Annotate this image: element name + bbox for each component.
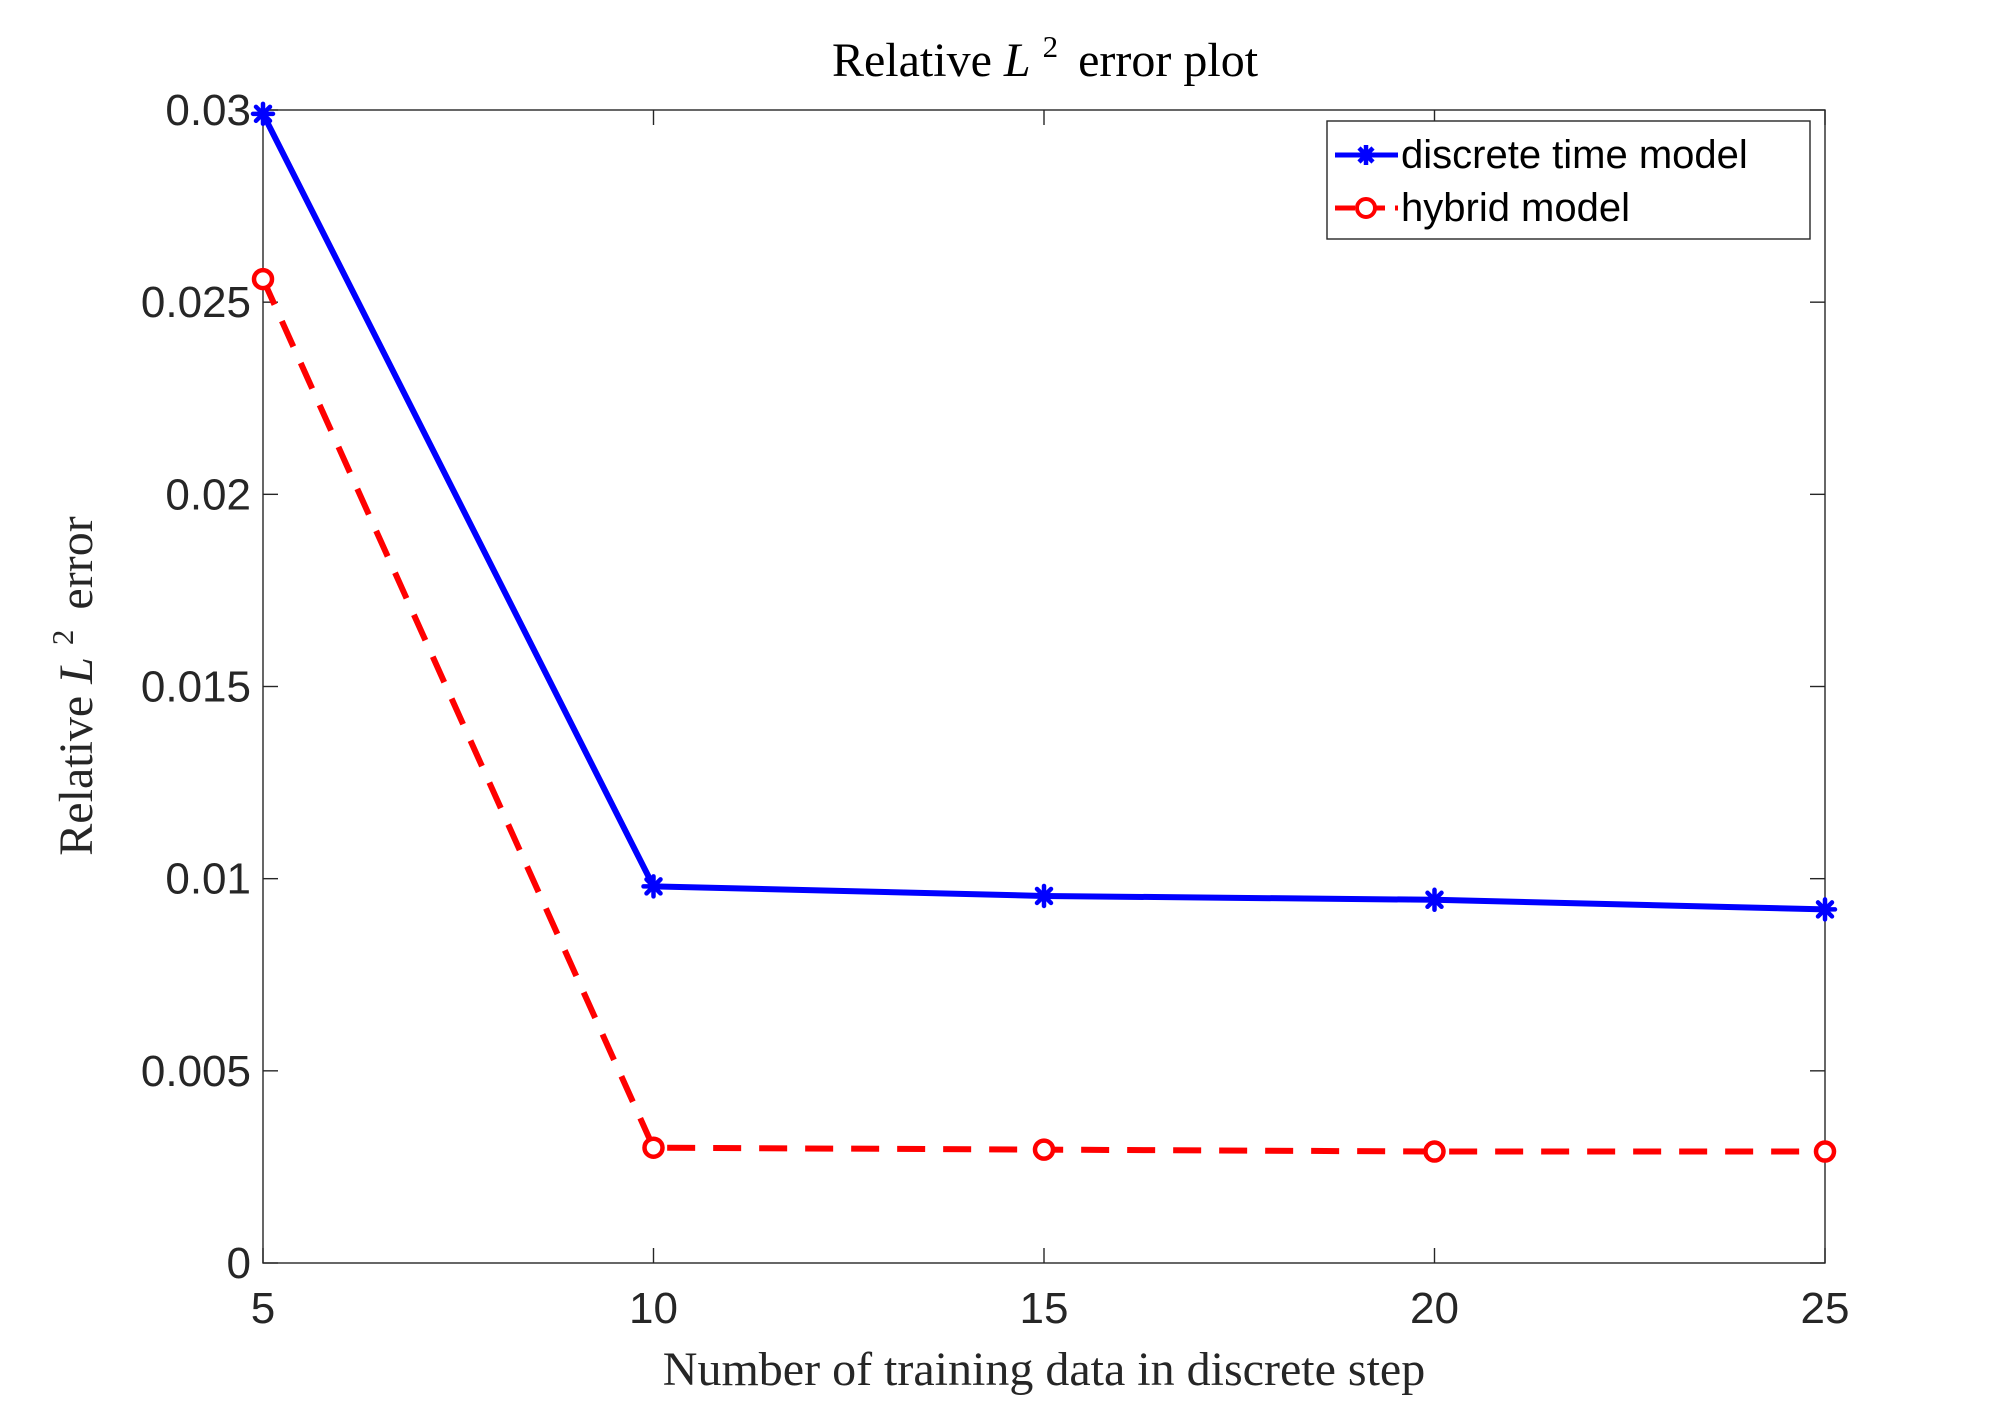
legend-marker-discrete-time-model	[1356, 145, 1376, 165]
chart-title-suffix: error plot	[1078, 34, 1259, 87]
y-axis-label-suffix: error	[50, 516, 103, 609]
y-tick-label-0-015: 0.015	[141, 663, 251, 712]
legend-label-discrete-time-model: discrete time model	[1401, 133, 1748, 177]
data-point-discrete-time-model-25	[1812, 897, 1838, 922]
data-point-discrete-time-model-5	[250, 101, 276, 127]
y-tick-label-0-02: 0.02	[165, 470, 251, 519]
y-axis-label-symbol: L	[50, 657, 103, 685]
data-point-hybrid-model-20	[1423, 1140, 1446, 1163]
y-tick-label-0-01: 0.01	[165, 855, 251, 904]
x-tick-label-10: 10	[629, 1284, 678, 1333]
data-point-discrete-time-model-20	[1422, 887, 1447, 913]
y-axis-label: Relative L 2 error	[31, 516, 103, 855]
y-tick-label-0: 0	[227, 1239, 251, 1288]
x-axis-label: Number of training data in discrete step	[663, 1343, 1425, 1396]
y-tick-label-0-025: 0.025	[141, 278, 251, 327]
y-axis-label-superscript: 2	[45, 630, 80, 646]
series-layer	[250, 101, 1838, 1163]
y-axis-label-prefix: Relative	[50, 696, 103, 856]
series-discrete-time-model	[250, 101, 1838, 922]
x-tick-label-25: 25	[1801, 1284, 1850, 1333]
legend: discrete time model hybrid model	[1326, 120, 1811, 240]
data-point-discrete-time-model-15	[1031, 883, 1057, 909]
data-point-discrete-time-model-10	[641, 874, 666, 899]
chart-title-symbol: L	[1003, 34, 1031, 87]
legend-item-hybrid-model: hybrid model	[1335, 186, 1630, 230]
x-tick-label-15: 15	[1020, 1284, 1069, 1333]
data-point-hybrid-model-25	[1813, 1140, 1837, 1163]
chart-title: Relative L 2 error plot	[832, 15, 1259, 87]
plot-area	[262, 109, 1826, 1264]
x-tick-label-5: 5	[251, 1284, 275, 1333]
chart-title-prefix: Relative	[832, 34, 992, 87]
x-axis-ticks: 5 10 15 20 25	[251, 110, 1850, 1333]
data-point-hybrid-model-10	[642, 1136, 665, 1159]
y-axis-ticks: 0 0.005 0.01 0.015 0.02 0.025 0.03	[141, 86, 1825, 1288]
legend-box	[1326, 120, 1811, 240]
data-point-hybrid-model-15	[1032, 1138, 1056, 1161]
data-point-hybrid-model-5	[251, 267, 275, 291]
y-tick-label-0-03: 0.03	[165, 86, 251, 135]
y-tick-label-0-005: 0.005	[141, 1047, 251, 1096]
legend-marker-hybrid-model	[1355, 197, 1377, 219]
chart-title-superscript: 2	[1043, 29, 1059, 64]
series-hybrid-model	[251, 267, 1837, 1163]
x-tick-label-20: 20	[1410, 1284, 1459, 1333]
legend-item-discrete-time-model: discrete time model	[1335, 133, 1748, 177]
legend-label-hybrid-model: hybrid model	[1401, 186, 1630, 230]
